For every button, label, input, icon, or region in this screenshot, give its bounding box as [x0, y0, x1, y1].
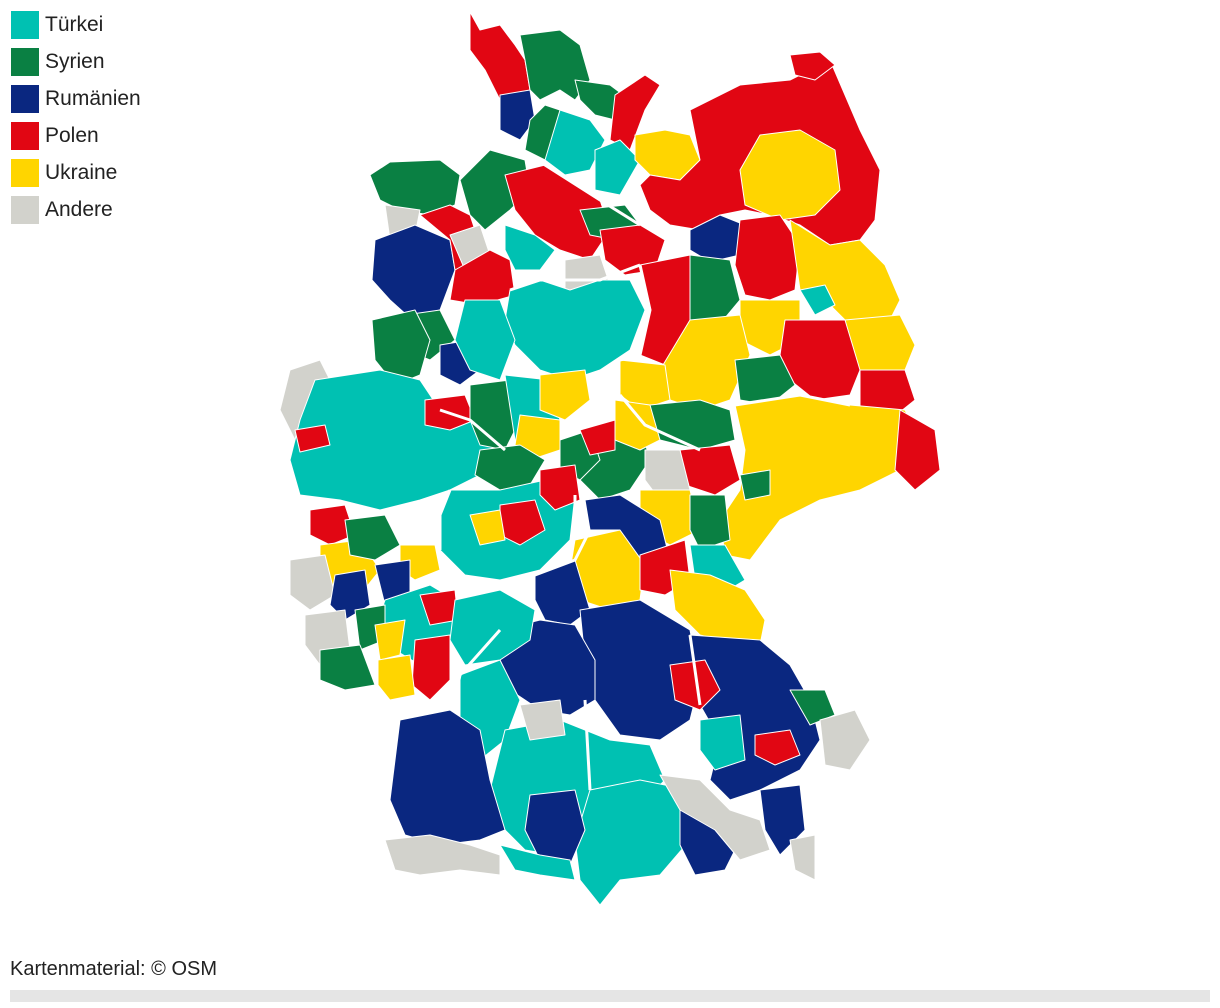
legend-swatch-polen	[11, 121, 39, 150]
legend-swatch-rumaenien	[11, 84, 39, 113]
region-rp-green-south	[319, 644, 376, 691]
legend-label-polen: Polen	[45, 123, 99, 147]
region-rp-green-1	[344, 514, 401, 561]
region-mv-island	[789, 51, 836, 81]
region-bw-navy-west	[389, 709, 506, 846]
region-by-teal-east	[699, 714, 746, 771]
legend-label-rumaenien: Rumänien	[45, 86, 141, 110]
region-by-navy-east	[689, 634, 821, 801]
legend-label-ukraine: Ukraine	[45, 160, 118, 184]
region-sh-red	[609, 74, 661, 151]
region-bb-teal-berlin	[799, 284, 836, 316]
region-st-green	[734, 354, 796, 406]
germany-district-map	[279, 11, 941, 906]
region-by-grey-east	[819, 709, 871, 771]
region-st-green-2	[644, 399, 736, 451]
region-bw-grey-south	[384, 834, 501, 876]
region-rp-yellow-3	[374, 619, 406, 661]
legend-swatch-ukraine	[11, 158, 39, 187]
region-by-red-east	[754, 729, 801, 766]
region-by-grey-southeast	[789, 834, 816, 881]
legend-item-andere: Andere	[11, 195, 141, 224]
region-ni-green-northwest	[369, 159, 461, 216]
region-he-red-1	[539, 464, 581, 511]
map-credit: Kartenmaterial: © OSM	[10, 958, 218, 980]
legend-item-polen: Polen	[11, 121, 141, 150]
region-hh-teal	[594, 139, 641, 196]
legend-swatch-syrien	[11, 47, 39, 76]
region-sn-red-east	[894, 409, 941, 491]
region-sn-yellow-main	[719, 394, 921, 561]
region-ni-teal-south	[504, 279, 646, 381]
region-by-green-east	[789, 689, 836, 726]
legend-swatch-andere	[11, 195, 39, 224]
region-bb-green	[689, 254, 741, 331]
region-sh-green-3	[524, 104, 561, 161]
legend-item-ukraine: Ukraine	[11, 158, 141, 187]
region-by-grey-south	[659, 774, 771, 861]
region-he-yellow-3	[469, 509, 506, 546]
region-bw-teal-southeast	[499, 844, 576, 881]
region-by-grey-center	[519, 699, 566, 741]
region-he-red-3	[579, 419, 616, 456]
region-nw-teal-main	[289, 369, 511, 511]
legend-item-syrien: Syrien	[11, 47, 141, 76]
footer-bar	[10, 990, 1210, 1002]
region-by-teal-south	[574, 779, 691, 906]
region-bb-red-center	[734, 214, 801, 301]
legend-label-tuerkei: Türkei	[45, 12, 104, 36]
region-sh-navy	[499, 89, 536, 141]
region-ni-navy-west	[371, 224, 456, 319]
region-sn-green-small	[739, 469, 771, 501]
legend-label-andere: Andere	[45, 197, 113, 221]
legend-item-tuerkei: Türkei	[11, 10, 141, 39]
legend-swatch-tuerkei	[11, 10, 39, 39]
region-rp-yellow-4	[377, 654, 416, 701]
legend-label-syrien: Syrien	[45, 49, 105, 73]
region-by-red-center	[669, 659, 721, 711]
legend: Türkei Syrien Rumänien Polen Ukraine And…	[11, 10, 141, 224]
region-rp-red	[411, 634, 451, 701]
region-ni-teal-center	[504, 224, 556, 271]
region-mv-yellow-center	[739, 129, 841, 221]
region-sh-west	[469, 11, 531, 101]
region-nw-green-north	[371, 309, 431, 386]
region-bw-teal-north	[449, 589, 536, 666]
region-th-green-2	[689, 494, 731, 551]
region-he-yellow-1	[539, 369, 591, 421]
region-ni-teal-west	[454, 299, 516, 381]
region-rp-grey-west	[289, 554, 336, 611]
state-border-lines	[438, 148, 851, 791]
region-sh-green-1	[519, 29, 591, 101]
region-nw-red-2	[294, 424, 331, 453]
region-nw-red-3	[309, 504, 356, 546]
legend-item-rumaenien: Rumänien	[11, 84, 141, 113]
